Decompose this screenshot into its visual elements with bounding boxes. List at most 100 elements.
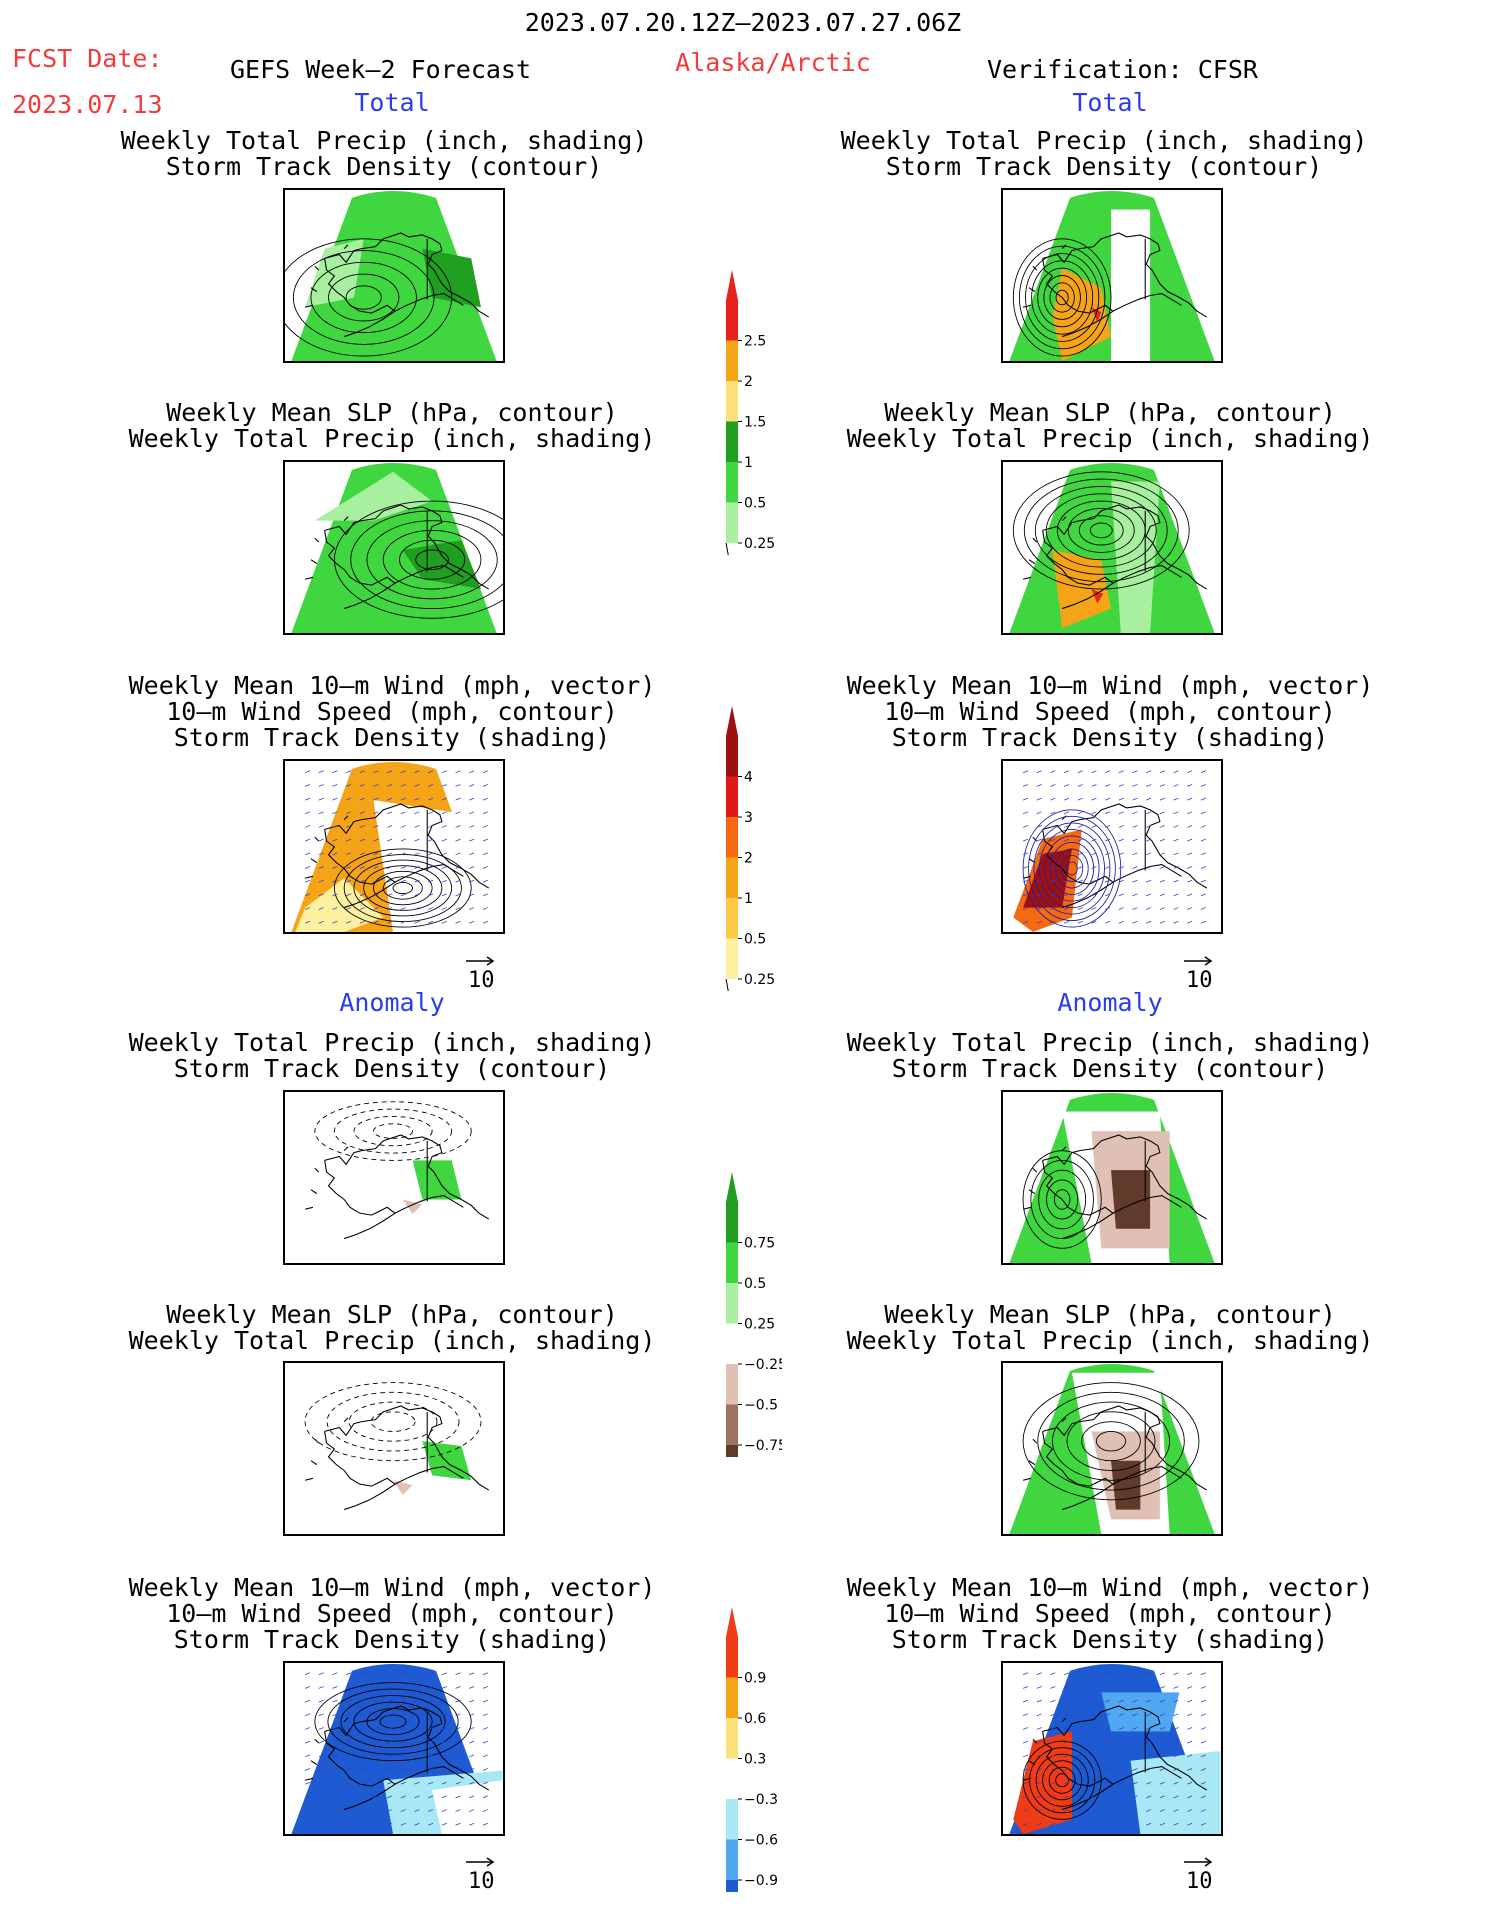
map-cfsr-total-precip bbox=[1001, 188, 1223, 363]
coastline bbox=[1022, 1705, 1208, 1811]
colorbar-label: 1 bbox=[744, 455, 753, 471]
vector-ref-label: 10 bbox=[1186, 1869, 1213, 1894]
vector-ref-arrow-icon bbox=[466, 956, 495, 966]
colorbar-segment bbox=[726, 502, 738, 543]
contour-group bbox=[333, 500, 503, 619]
contour-group bbox=[1022, 809, 1122, 928]
colorbar-tip bbox=[726, 1172, 738, 1202]
anomaly-label-right: Anomaly bbox=[1057, 988, 1163, 1017]
anomaly-label-left: Anomaly bbox=[339, 988, 445, 1017]
colorbar-tip bbox=[726, 270, 738, 300]
colorbar-label: −0.9 bbox=[744, 1873, 778, 1889]
colorbar-label: −0.6 bbox=[744, 1833, 778, 1849]
colorbar-label: 2 bbox=[744, 374, 753, 390]
total-label-left: Total bbox=[354, 88, 430, 117]
colorbar-label: 0.3 bbox=[744, 1752, 766, 1768]
colorbar-segment bbox=[726, 1839, 738, 1880]
colorbar-segment bbox=[726, 1880, 738, 1921]
colorbar-segment bbox=[726, 462, 738, 503]
colorbar-anom-track: 0.9 0.6 0.3 −0.3 −0.6 −0.9 bbox=[722, 1607, 782, 1925]
colorbar-label: 3 bbox=[744, 810, 753, 826]
coastline bbox=[304, 232, 490, 338]
colorbar-label: 0.25 bbox=[744, 536, 775, 552]
contour-group bbox=[1022, 1150, 1102, 1249]
coastline bbox=[304, 1134, 490, 1240]
wind-vectors bbox=[304, 1672, 488, 1826]
colorbar-label: 0.9 bbox=[744, 1671, 766, 1687]
colorbar-segment bbox=[726, 300, 738, 341]
fcst-date-value: 2023.07.13 bbox=[12, 90, 163, 119]
map-cfsr-anom-slp bbox=[1001, 1361, 1223, 1536]
colorbar-tip bbox=[726, 706, 738, 736]
colorbar-label: −0.3 bbox=[744, 1792, 778, 1808]
contour-group bbox=[314, 1682, 472, 1762]
colorbar-label: 0.5 bbox=[744, 932, 766, 948]
total-label-right: Total bbox=[1072, 88, 1148, 117]
title-cfsr-anom-precip: Weekly Total Precip (inch, shading) Storm… bbox=[846, 1028, 1374, 1083]
fcst-date-label: FCST Date: bbox=[12, 44, 163, 73]
colorbar-segment bbox=[726, 1242, 738, 1283]
wind-vectors bbox=[1022, 770, 1206, 924]
colorbar-label: 1 bbox=[744, 891, 753, 907]
contour-group bbox=[333, 848, 472, 928]
contour-group bbox=[314, 1101, 472, 1161]
title-cfsr-total-precip: Weekly Total Precip (inch, shading) Storm… bbox=[840, 126, 1368, 181]
title-fcst-total-slp: Weekly Mean SLP (hPa, contour) Weekly Tot… bbox=[128, 398, 656, 453]
colorbar-tip bbox=[726, 1607, 738, 1637]
colorbar-anom-precip: 0.75 0.5 0.25 −0.25 −0.5 −0.75 bbox=[722, 1172, 787, 1516]
anom-track-svg: 0.9 0.6 0.3 −0.3 −0.6 −0.9 bbox=[726, 1607, 778, 1925]
forecast-period: 2023.07.20.12Z–2023.07.27.06Z bbox=[524, 8, 962, 37]
anom-precip-svg: 0.75 0.5 0.25 −0.25 −0.5 −0.75 bbox=[726, 1172, 787, 1516]
wind-vectors bbox=[304, 770, 488, 924]
map-fcst-total-precip bbox=[283, 188, 505, 363]
colorbar-segment bbox=[726, 1758, 738, 1799]
colorbar-label: 2.5 bbox=[744, 334, 766, 350]
map-svg bbox=[1009, 761, 1215, 932]
map-svg bbox=[291, 761, 503, 932]
colorbar-segment bbox=[726, 1445, 738, 1486]
colorbar-segment bbox=[726, 1677, 738, 1718]
contour-group bbox=[1022, 1740, 1102, 1820]
map-fcst-anom-precip bbox=[283, 1090, 505, 1265]
map-svg bbox=[1009, 462, 1215, 633]
wind-vectors bbox=[1022, 1672, 1206, 1826]
contour-group bbox=[1022, 1382, 1200, 1501]
colorbar-label: −0.75 bbox=[744, 1438, 782, 1454]
title-cfsr-total-slp: Weekly Mean SLP (hPa, contour) Weekly Tot… bbox=[846, 398, 1374, 453]
forecast-title: GEFS Week–2 Forecast bbox=[230, 55, 532, 84]
vector-ref-arrow-icon bbox=[1184, 956, 1213, 966]
colorbar-label: 0.25 bbox=[744, 1317, 775, 1333]
map-fcst-total-wind bbox=[283, 759, 505, 934]
colorbar-segment bbox=[726, 776, 738, 817]
colorbar-segment bbox=[726, 736, 738, 777]
vector-ref-label: 10 bbox=[1186, 968, 1213, 993]
colorbar-segment bbox=[726, 1404, 738, 1445]
colorbar-segment bbox=[726, 1364, 738, 1405]
total-track-svg: 4 3 2 1 0.5 0.25 bbox=[725, 706, 775, 1018]
colorbar-segment bbox=[726, 421, 738, 462]
colorbar-segment bbox=[726, 857, 738, 898]
map-fcst-anom-slp bbox=[283, 1361, 505, 1536]
contour-group bbox=[1012, 238, 1112, 357]
coastline bbox=[304, 1405, 490, 1511]
verification-title: Verification: CFSR bbox=[987, 55, 1258, 84]
contour-group bbox=[285, 238, 453, 357]
map-svg bbox=[1009, 190, 1215, 361]
colorbar-total-track: 4 3 2 1 0.5 0.25 bbox=[722, 706, 782, 1018]
map-svg bbox=[291, 1663, 503, 1834]
map-svg bbox=[291, 1363, 497, 1534]
map-svg bbox=[291, 1092, 497, 1263]
colorbar-segment bbox=[726, 1323, 738, 1364]
map-cfsr-anom-precip bbox=[1001, 1090, 1223, 1265]
colorbar-segment bbox=[726, 938, 738, 979]
colorbar-label: 0.5 bbox=[744, 1276, 766, 1292]
title-fcst-anom-precip: Weekly Total Precip (inch, shading) Storm… bbox=[128, 1028, 656, 1083]
map-cfsr-total-slp bbox=[1001, 460, 1223, 635]
colorbar-label: 0.75 bbox=[744, 1236, 775, 1252]
vector-ref-label: 10 bbox=[468, 1869, 495, 1894]
coastline bbox=[1022, 1134, 1208, 1240]
colorbar-label: −0.25 bbox=[744, 1357, 782, 1373]
colorbar-label: 2 bbox=[744, 851, 753, 867]
title-fcst-anom-slp: Weekly Mean SLP (hPa, contour) Weekly Tot… bbox=[128, 1300, 656, 1355]
map-fcst-total-slp bbox=[283, 460, 505, 635]
